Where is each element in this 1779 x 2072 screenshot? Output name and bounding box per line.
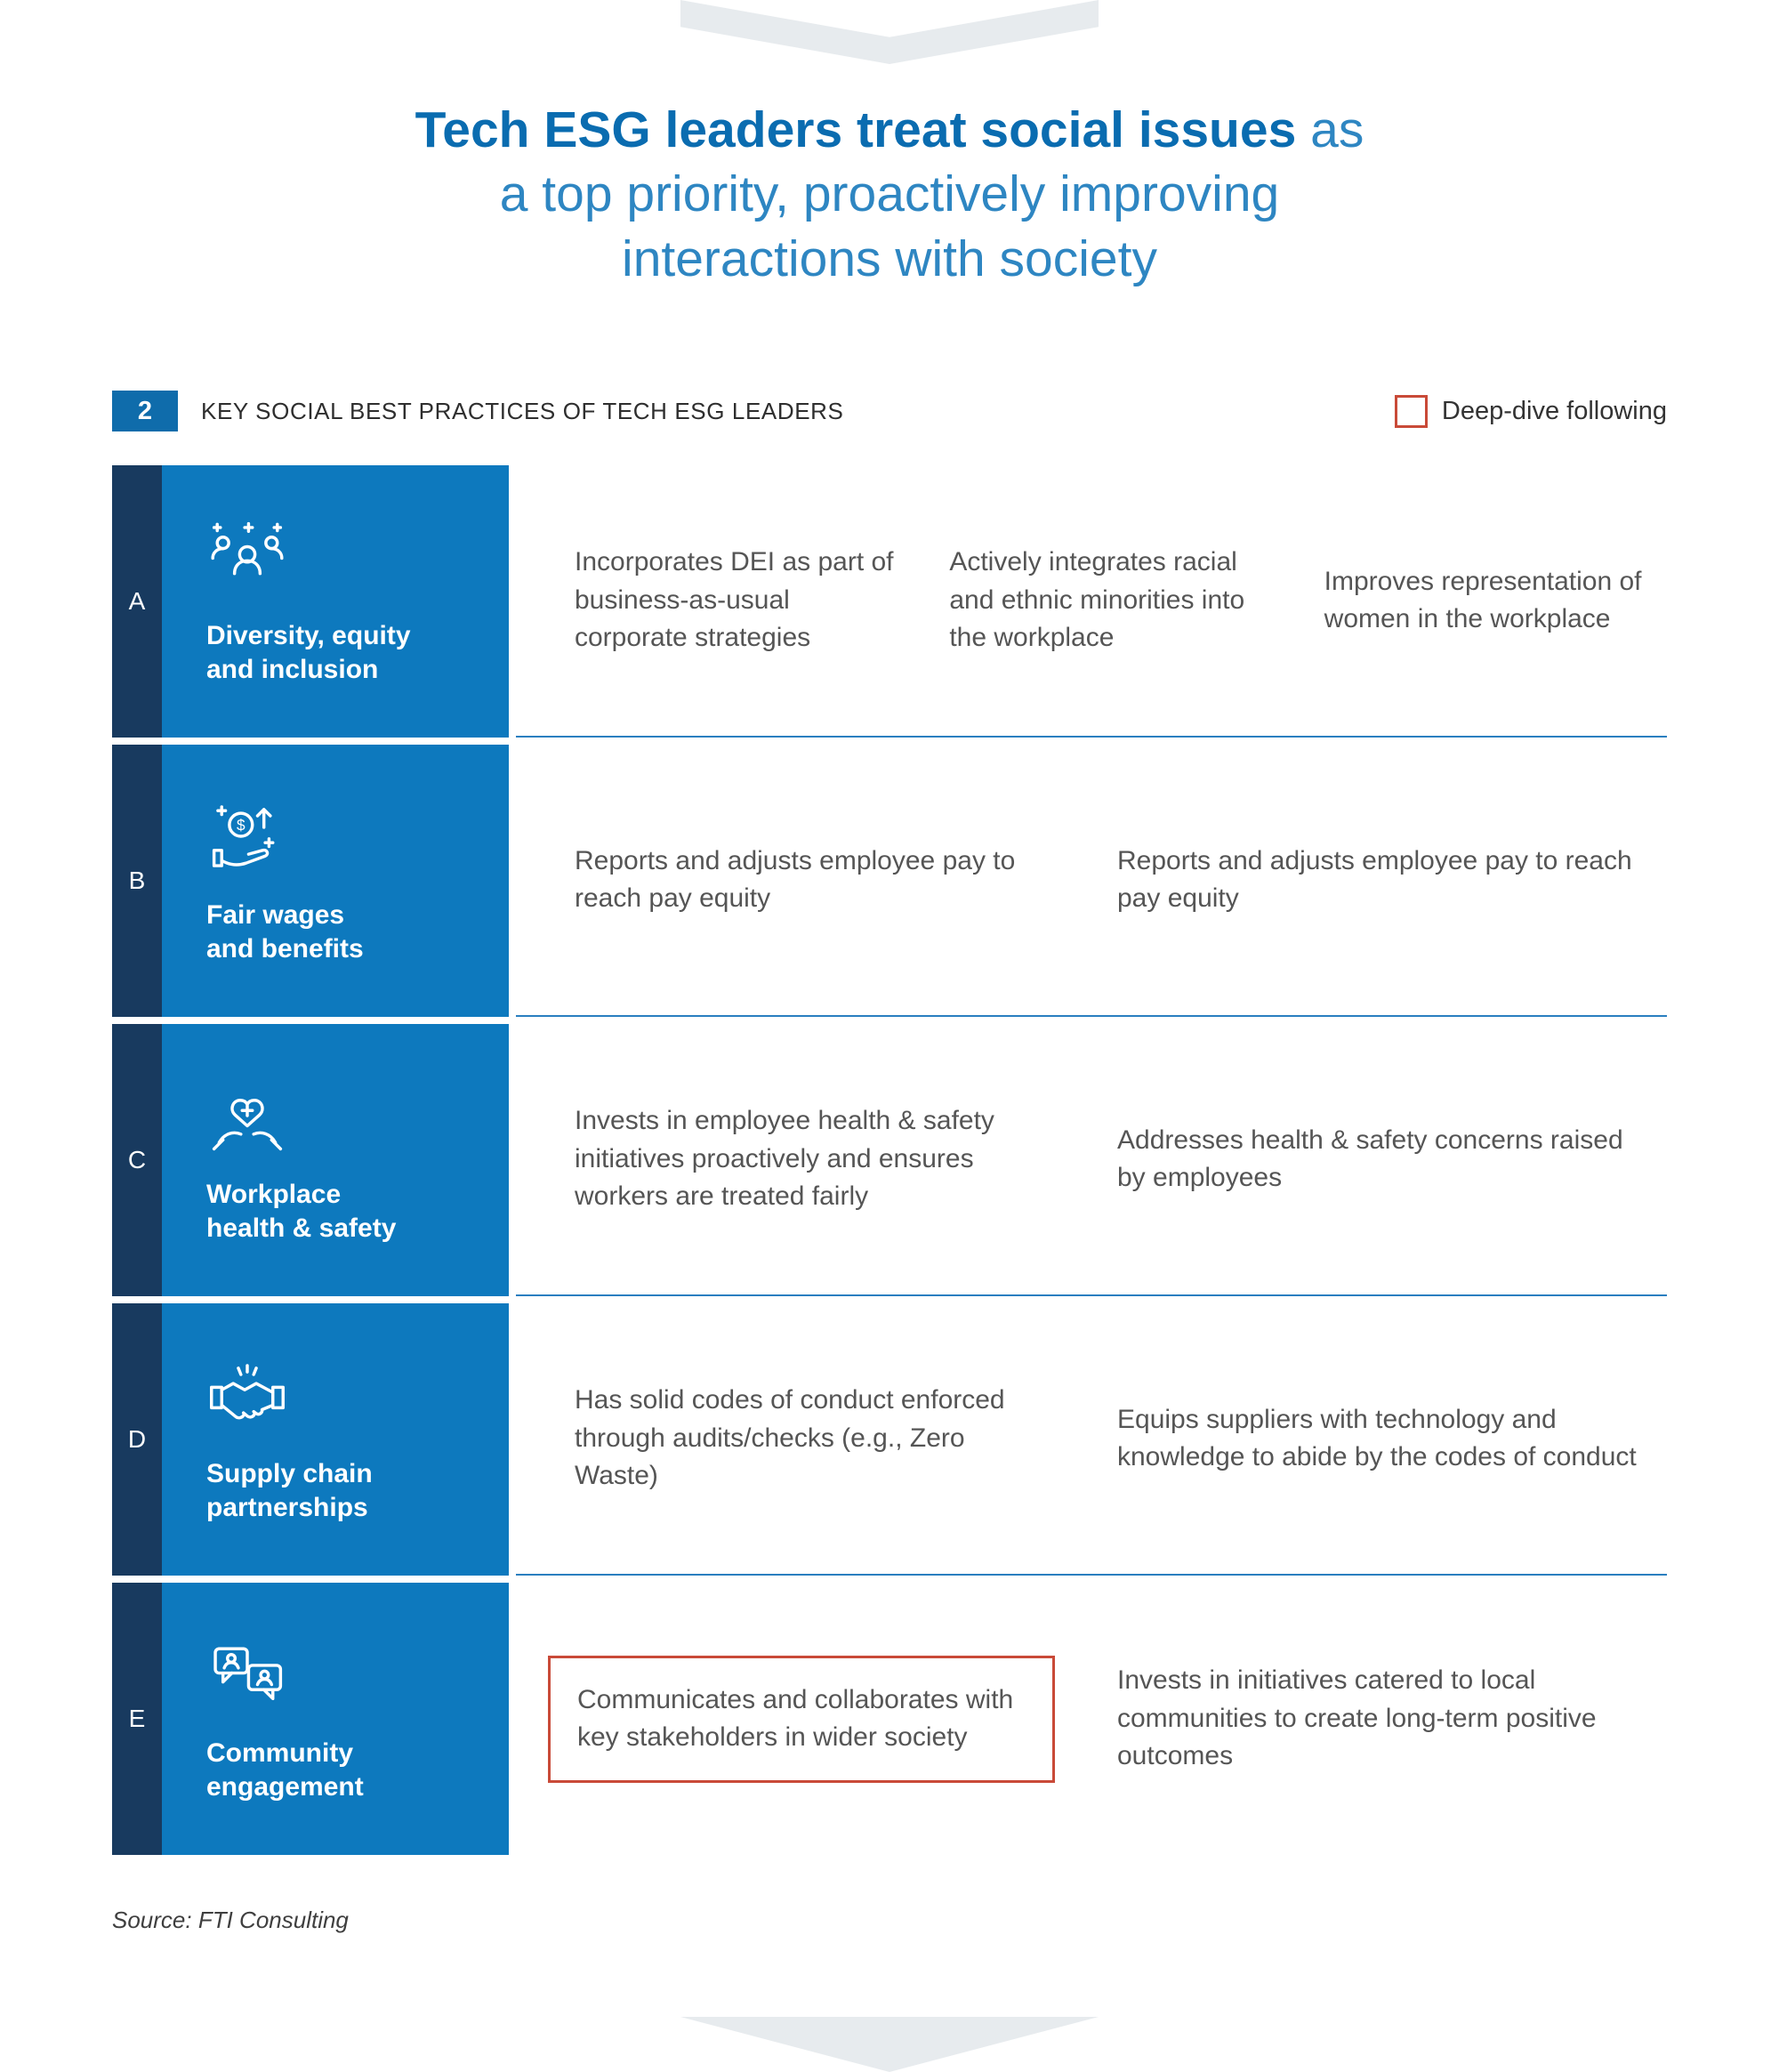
category-cell-diversity: Diversity, equity and inclusion [162,465,509,738]
category-cell-health-safety: Workplace health & safety [162,1024,509,1297]
category-cell-community: Community engagement [162,1583,509,1856]
category-label: Community engagement [206,1737,364,1802]
svg-text:$: $ [237,816,246,834]
title-suffix: as [1296,101,1364,158]
exhibit-header: 2 KEY SOCIAL BEST PRACTICES OF TECH ESG … [112,391,1667,432]
best-practices-table: A Diversity, equity and inclusion Incorp… [112,465,1667,1856]
category-label: Workplace health & safety [206,1179,397,1244]
handshake-icon [210,1363,285,1420]
practices-supply-chain: Has solid codes of conduct enforced thro… [516,1303,1667,1576]
practices-fair-wages: Reports and adjusts employee pay to reac… [516,745,1667,1018]
practice-text: Incorporates DEI as part of business-as-… [575,547,894,653]
practice-text: Reports and adjusts employee pay to reac… [575,845,1016,914]
practice-text: Has solid codes of conduct enforced thro… [575,1385,1005,1491]
chevron-decoration-bottom [680,2017,1099,2072]
practice-text: Invests in initiatives catered to local … [1117,1665,1597,1771]
practice-text: Equips suppliers with technology and kno… [1117,1404,1637,1472]
table-row-community: E Community engagement Communicates and … [112,1583,1667,1856]
chevron-decoration-top [680,0,1099,64]
diversity-icon [211,521,284,576]
title-line-3: interactions with society [622,230,1157,287]
title-emphasis: Tech ESG leaders treat social issues [415,101,1297,158]
exhibit-label: KEY SOCIAL BEST PRACTICES OF TECH ESG LE… [201,397,844,424]
health-safety-icon [212,1098,283,1150]
exhibit-number-badge: 2 [112,391,178,432]
row-letter: C [112,1024,162,1297]
table-row-supply-chain: D Supply chain partnerships Has solid co… [112,1303,1667,1576]
deep-dive-swatch-icon [1394,394,1428,428]
page-title: Tech ESG leaders treat social issues as … [0,98,1779,291]
deep-dive-legend: Deep-dive following [1394,394,1667,428]
table-row-health-safety: C Workplace health & safety Invests in e… [112,1024,1667,1297]
community-icon [213,1647,283,1700]
category-cell-supply-chain: Supply chain partnerships [162,1303,509,1576]
practices-community: Communicates and collaborates with key s… [516,1583,1667,1855]
practice-text: Invests in employee health & safety init… [575,1106,994,1212]
practices-diversity: Incorporates DEI as part of business-as-… [516,465,1667,738]
table-row-fair-wages: B $ Fair wages and benefits Reports and … [112,745,1667,1018]
row-letter: A [112,465,162,738]
practice-text: Addresses health & safety concerns raise… [1117,1125,1623,1193]
practices-health-safety: Invests in employee health & safety init… [516,1024,1667,1297]
title-line-2: a top priority, proactively improving [499,165,1280,223]
title-line-1: Tech ESG leaders treat social issues as [0,98,1779,162]
practice-text: Reports and adjusts employee pay to reac… [1117,845,1632,914]
table-row-diversity: A Diversity, equity and inclusion Incorp… [112,465,1667,738]
deep-dive-legend-label: Deep-dive following [1441,396,1667,425]
row-letter: E [112,1583,162,1856]
category-cell-fair-wages: $ Fair wages and benefits [162,745,509,1018]
row-letter: D [112,1303,162,1576]
category-label: Supply chain partnerships [206,1458,373,1523]
fair-wages-icon: $ [212,804,275,867]
category-label: Diversity, equity and inclusion [206,620,411,685]
row-letter: B [112,745,162,1018]
category-label: Fair wages and benefits [206,899,364,964]
practice-text: Improves representation of women in the … [1324,566,1642,634]
practice-text: Communicates and collaborates with key s… [577,1684,1014,1753]
source-note: Source: FTI Consulting [112,1907,349,1934]
deep-dive-highlight-box: Communicates and collaborates with key s… [548,1655,1055,1783]
practice-text: Actively integrates racial and ethnic mi… [949,547,1245,653]
